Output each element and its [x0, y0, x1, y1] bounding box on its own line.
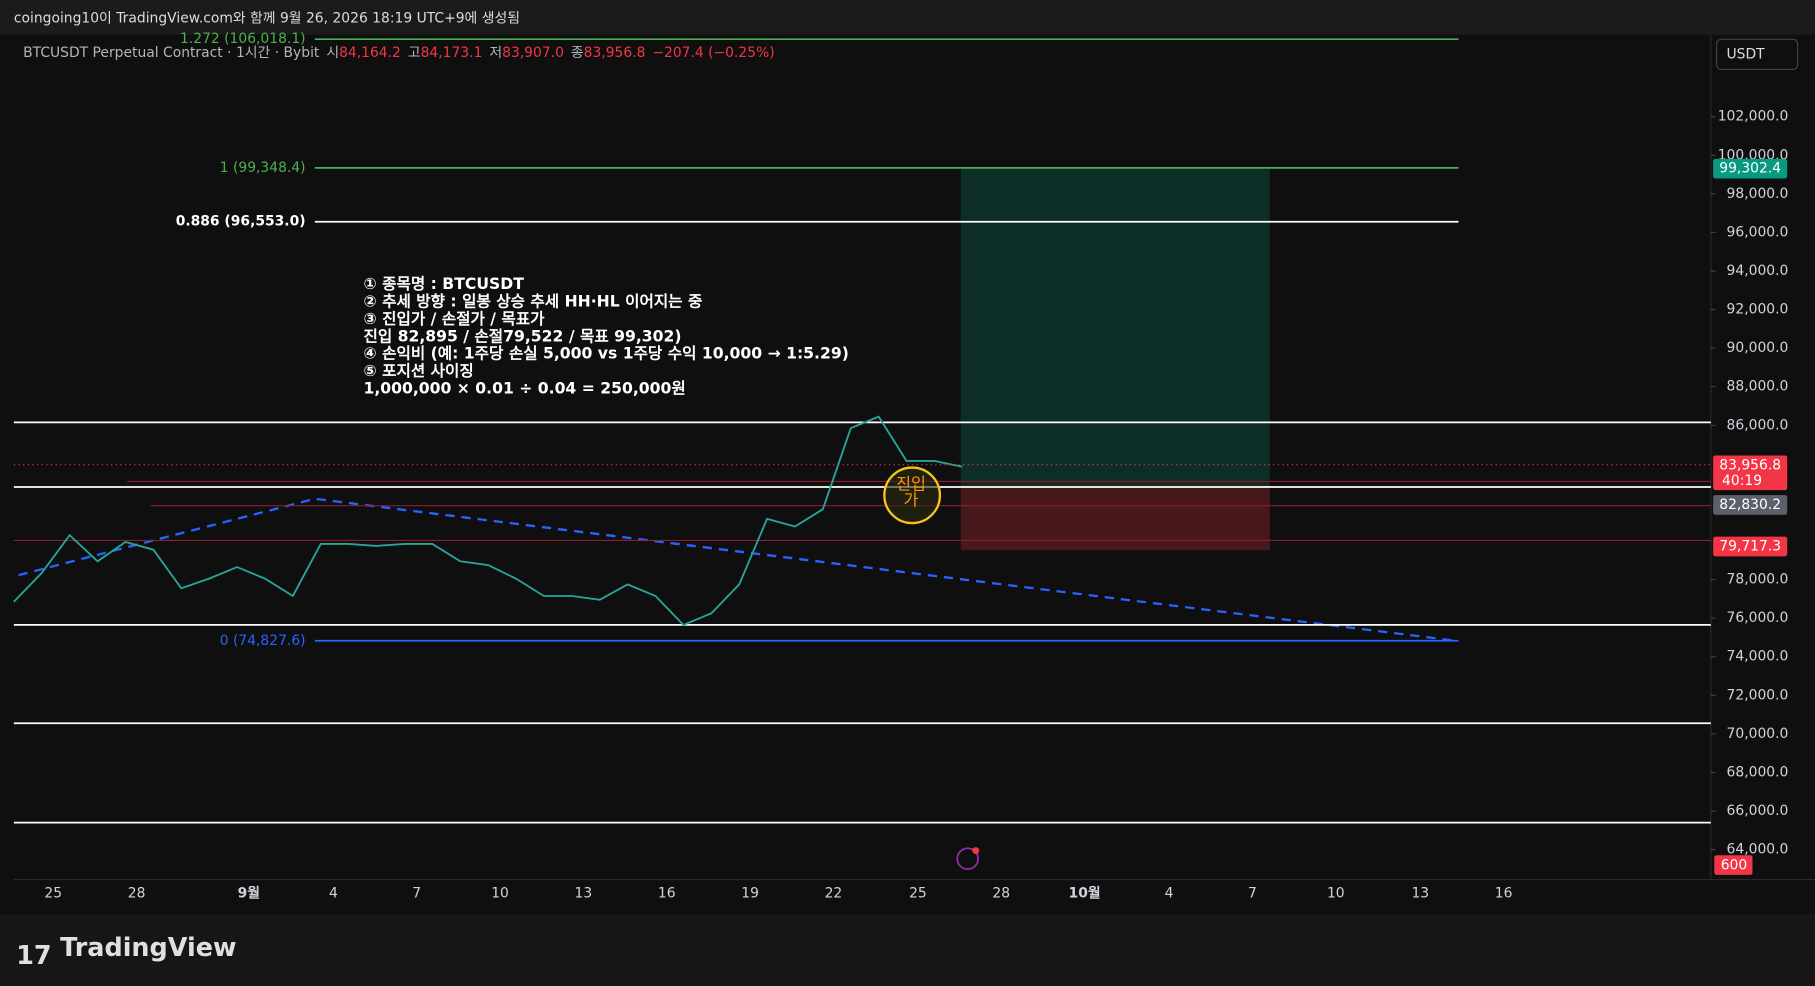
y-tick-label: 74,000.0: [1727, 649, 1789, 665]
price-tag-label: 83,956.8: [1719, 457, 1781, 473]
symbol-low-label: 저: [489, 45, 502, 61]
fib-label: 1.272 (106,018.1): [180, 31, 306, 47]
caption: coingoing10이 TradingView.com와 함께 9월 26, …: [14, 11, 520, 27]
x-tick-label: 28: [128, 885, 146, 901]
logo-mark: 𝟭𝟳: [16, 941, 51, 971]
symbol-open: 84,164.2: [339, 45, 401, 61]
currency-label: USDT: [1726, 46, 1765, 62]
brand: TradingView: [60, 933, 236, 963]
x-tick-label: 4: [329, 885, 338, 901]
price-tag-timer: 40:19: [1722, 473, 1762, 489]
x-tick-label: 16: [658, 885, 676, 901]
symbol-high: 84,173.1: [421, 45, 483, 61]
x-tick-label: 16: [1495, 885, 1513, 901]
y-tick-label: 76,000.0: [1727, 610, 1789, 626]
fib-label: 1 (99,348.4): [220, 160, 306, 176]
annotation-line: ② 추세 방향 : 일봉 상승 추세 HH·HL 이어지는 중: [363, 292, 702, 311]
fib-label: 0.886 (96,553.0): [176, 214, 306, 230]
price-tag-label: 99,302.4: [1719, 161, 1781, 177]
annotation-line: ③ 진입가 / 손절가 / 목표가: [363, 309, 545, 328]
x-tick-label: 19: [741, 885, 759, 901]
price-tag: [1713, 495, 1788, 515]
price-tag-label: 82,830.2: [1719, 497, 1781, 513]
y-tick-label: 66,000.0: [1727, 803, 1789, 819]
y-tick-label: 64,000.0: [1727, 842, 1789, 858]
x-tick-label: 25: [909, 885, 927, 901]
x-tick-label: 10: [1327, 885, 1345, 901]
target-zone: [960, 168, 1270, 486]
symbol-symbol: BTCUSDT Perpetual Contract · 1시간 · Bybit: [23, 45, 320, 61]
symbol-open-label: 시: [326, 45, 339, 61]
y-tick-label: 96,000.0: [1727, 224, 1789, 240]
annotation-line: ④ 손익비 (예: 1주당 손실 5,000 vs 1주당 수익 10,000 …: [363, 344, 848, 363]
y-tick-label: 72,000.0: [1727, 687, 1789, 703]
y-tick-label: 94,000.0: [1727, 263, 1789, 279]
symbol-close: 83,956.8: [584, 45, 646, 61]
annotation-line: 1,000,000 × 0.01 ÷ 0.04 = 250,000원: [363, 379, 685, 397]
x-tick-label: 13: [575, 885, 593, 901]
y-tick-label: 90,000.0: [1727, 340, 1789, 356]
x-tick-label: 28: [992, 885, 1010, 901]
note-circle: [883, 466, 942, 525]
note-text: 가: [904, 491, 919, 510]
price-tag-label: 79,717.3: [1719, 538, 1781, 554]
y-tick-label: 78,000.0: [1727, 572, 1789, 588]
annotation-line: ① 종목명 : BTCUSDT: [363, 275, 524, 293]
x-tick-label: 22: [825, 885, 843, 901]
y-tick-label: 86,000.0: [1727, 417, 1789, 433]
x-tick-label: 10: [491, 885, 509, 901]
y-tick-label: 68,000.0: [1727, 764, 1789, 780]
price-tag: [1713, 158, 1788, 179]
x-tick-label: 7: [412, 885, 421, 901]
price-tag: [1713, 455, 1788, 491]
y-tick-label: 92,000.0: [1727, 302, 1789, 318]
alert-dot: [972, 847, 980, 855]
price-line: [13, 415, 963, 627]
x-tick-label: 10월: [1069, 884, 1101, 901]
x-tick-label: 13: [1411, 885, 1429, 901]
y-tick-label: 88,000.0: [1727, 379, 1789, 395]
volume-tag: [1714, 855, 1753, 875]
price-tag: [1713, 536, 1788, 557]
stop-zone: [960, 485, 1270, 551]
footer-bar: [0, 914, 1815, 986]
alert-icon[interactable]: [956, 847, 979, 870]
x-tick-label: 9월: [238, 884, 260, 901]
symbol-bar: BTCUSDT Perpetual Contract · 1시간 · Bybit…: [23, 45, 775, 61]
x-tick-label: 25: [44, 885, 62, 901]
symbol-high-label: 고: [408, 45, 421, 61]
y-tick-label: 102,000.0: [1718, 109, 1789, 125]
symbol-change: −207.4 (−0.25%): [652, 45, 774, 61]
currency-button[interactable]: [1716, 38, 1799, 71]
volume-tag-label: 600: [1721, 858, 1747, 874]
x-tick-label: 7: [1248, 885, 1257, 901]
fib-label: 0 (74,827.6): [220, 633, 306, 649]
symbol-close-label: 종: [571, 45, 584, 61]
annotation-line: 진입 82,895 / 손절79,522 / 목표 99,302): [363, 326, 681, 345]
caption-bar: [0, 0, 1815, 35]
symbol-low: 83,907.0: [502, 45, 564, 61]
trend-line: [18, 497, 1459, 643]
y-tick-label: 70,000.0: [1727, 726, 1789, 742]
note-text: 진입: [896, 474, 926, 493]
x-tick-label: 4: [1165, 885, 1174, 901]
y-tick-label: 98,000.0: [1727, 186, 1789, 202]
annotation-line: ⑤ 포지션 사이징: [363, 362, 473, 380]
